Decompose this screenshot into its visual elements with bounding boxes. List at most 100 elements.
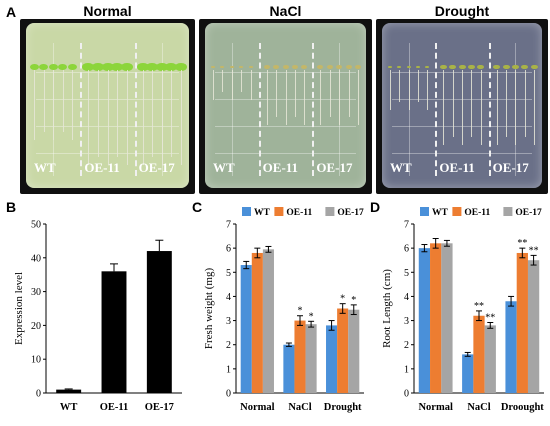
seedling-leaf xyxy=(220,65,225,69)
seedling-leaf xyxy=(511,64,519,70)
significance-mark: ** xyxy=(529,245,539,256)
y-tick-label: 30 xyxy=(31,287,41,298)
seedling-root xyxy=(72,70,74,140)
x-tick-label: Normal xyxy=(240,402,274,413)
seedling-leaf xyxy=(458,64,466,70)
y-tick-label: 1 xyxy=(404,364,409,375)
seedling-leaf xyxy=(416,65,420,69)
bar xyxy=(441,243,453,393)
seedling-root xyxy=(213,70,214,100)
seedling-root xyxy=(250,70,252,100)
seedling-root xyxy=(161,70,163,165)
bar xyxy=(348,309,360,393)
plate-gridline xyxy=(231,43,233,176)
plate-gridline xyxy=(392,153,532,154)
seedling-leaf xyxy=(493,64,501,70)
significance-mark: * xyxy=(298,306,303,317)
x-tick-label: NaCl xyxy=(467,402,490,413)
genotype-label: WT xyxy=(34,160,56,175)
seedling-root xyxy=(408,70,410,110)
significance-mark: * xyxy=(340,294,345,305)
seedling-root xyxy=(304,70,306,125)
y-axis-label: Expression level xyxy=(13,272,25,345)
panel-letter-b: B xyxy=(6,199,17,215)
seedling-leaf xyxy=(29,63,39,71)
genotype-label: OE-17 xyxy=(492,160,529,175)
legend-label: OE-17 xyxy=(337,208,364,218)
seedling-leaf xyxy=(317,64,324,70)
y-tick-label: 0 xyxy=(404,389,409,400)
y-tick-label: 1 xyxy=(226,364,231,375)
seedling-root xyxy=(62,70,64,132)
seedling-leaf xyxy=(291,64,298,70)
y-axis-label: Root Length (cm) xyxy=(381,269,393,348)
seedling-leaf xyxy=(345,64,352,70)
seedling-root xyxy=(399,70,401,102)
seedling-leaf xyxy=(336,64,343,70)
seedling-leaf xyxy=(146,62,159,72)
plate-divider xyxy=(80,43,83,176)
panel-letter-c: C xyxy=(192,199,203,215)
chart-d-svg: 0 1 2 3 4 5 6 7 Root Length (cm) Normal NaCl Drooug… xyxy=(381,207,544,413)
bar xyxy=(305,324,317,393)
bar xyxy=(337,308,349,393)
seedling-leaf xyxy=(101,62,114,72)
seedling-root xyxy=(241,70,243,92)
y-tick-label: 2 xyxy=(226,340,231,351)
seedling-root xyxy=(171,70,173,157)
seedling-leaf xyxy=(282,64,289,70)
seedling-leaf xyxy=(58,63,68,71)
y-tick-label: 3 xyxy=(404,316,409,327)
seedling-root xyxy=(53,70,55,140)
seedling-leaf xyxy=(439,64,447,70)
plate-gridline xyxy=(215,153,356,154)
photo-plate-normal: WT OE-11 OE-17 xyxy=(20,19,195,194)
legend-label: WT xyxy=(432,208,449,218)
bar xyxy=(262,249,274,393)
seedling-leaf xyxy=(477,64,485,70)
seedling-leaf xyxy=(82,62,95,72)
y-tick-label: 3 xyxy=(226,316,231,327)
bar xyxy=(462,354,474,393)
genotype-label: WT xyxy=(213,160,235,175)
seedling-root xyxy=(348,70,350,117)
bar xyxy=(505,301,517,393)
chart-b-svg: 0 10 20 30 40 50 Expression level WT OE-11 OE-17 xyxy=(13,220,182,413)
seedling-leaf xyxy=(155,62,168,72)
seedling-leaf xyxy=(175,62,187,72)
significance-mark: ** xyxy=(485,313,495,324)
seedling-leaf xyxy=(301,64,308,70)
seedling-leaf xyxy=(521,64,529,70)
seedling-leaf xyxy=(248,65,253,69)
y-tick-label: 5 xyxy=(404,268,409,279)
y-tick-label: 2 xyxy=(404,340,409,351)
seedling-root xyxy=(231,70,233,100)
seedling-root xyxy=(339,70,341,125)
bar xyxy=(283,344,295,393)
seedling-root xyxy=(390,70,391,110)
x-tick-label: NaCl xyxy=(288,402,311,413)
photo-plate-drought: WT OE-11 OE-17 xyxy=(376,19,548,194)
bar xyxy=(473,315,485,393)
genotype-label: WT xyxy=(390,160,412,175)
bar xyxy=(527,260,540,393)
seedling-root xyxy=(471,70,473,137)
chart-d-root-length: 0 1 2 3 4 5 6 7 Root Length (cm) Normal NaCl Drooug… xyxy=(370,196,550,421)
seedling-root xyxy=(480,70,482,145)
legend-label: WT xyxy=(254,208,271,218)
seedling-root xyxy=(329,70,331,117)
seedling-leaf xyxy=(388,65,392,69)
genotype-label: OE-11 xyxy=(439,160,475,175)
seedling-root xyxy=(496,70,498,145)
seedling-leaf xyxy=(263,64,270,70)
seedling-leaf xyxy=(165,62,178,72)
y-tick-label: 20 xyxy=(31,321,41,332)
x-tick-label: Droought xyxy=(501,402,544,413)
significance-mark: ** xyxy=(474,301,484,312)
seedling-leaf xyxy=(48,63,58,71)
seedling-root xyxy=(506,70,507,137)
bar xyxy=(430,243,442,393)
x-tick-label: OE-17 xyxy=(145,402,174,413)
plate-divider xyxy=(134,43,137,176)
seedling-root xyxy=(222,70,224,92)
